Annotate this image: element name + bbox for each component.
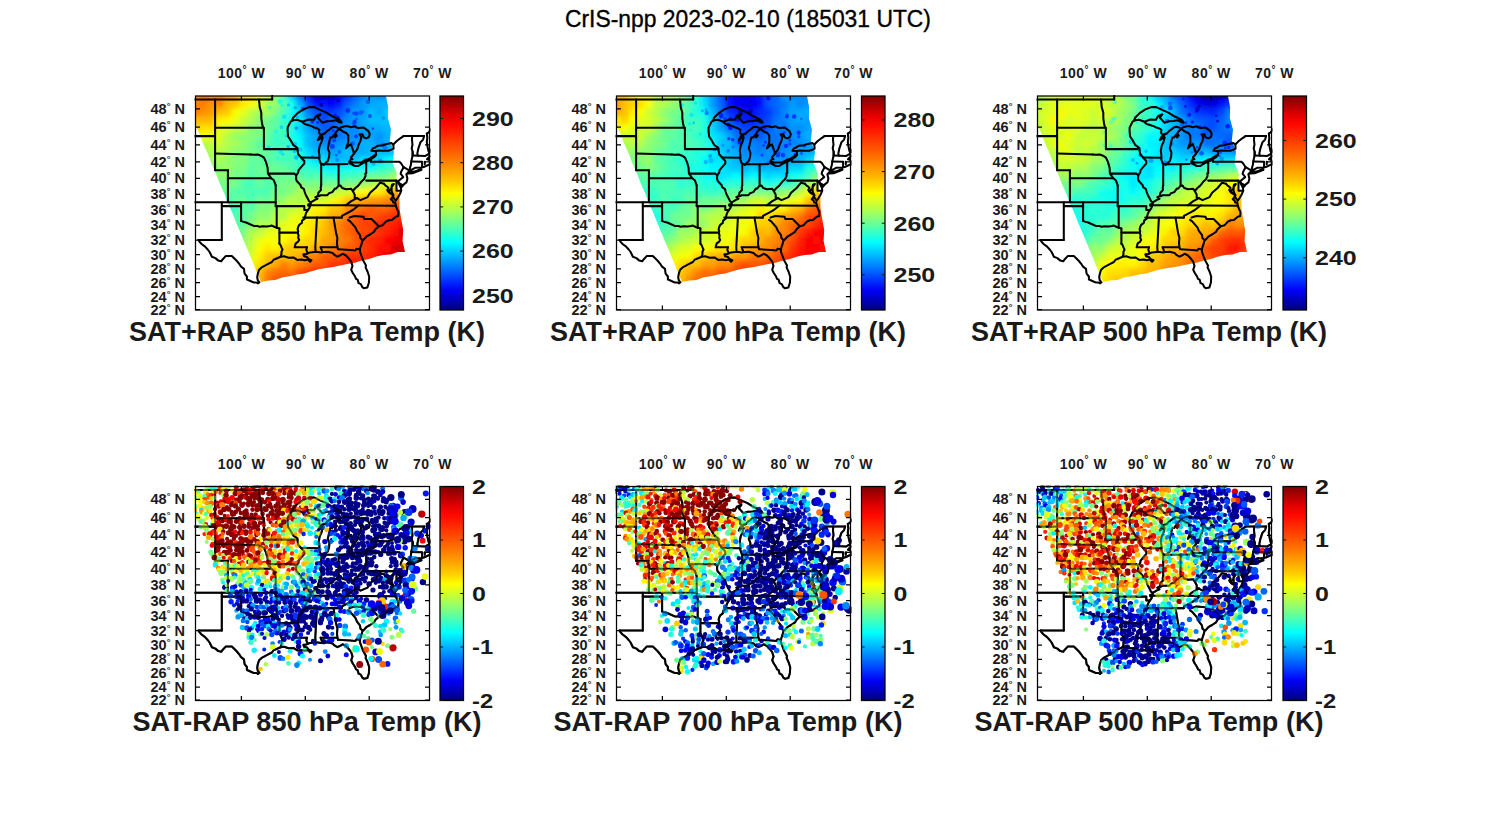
svg-text:100° W: 100° W	[218, 454, 266, 472]
svg-text:0: 0	[894, 583, 908, 605]
svg-text:-1: -1	[472, 636, 493, 658]
svg-text:280: 280	[894, 109, 936, 131]
svg-text:2: 2	[894, 476, 908, 498]
svg-text:2: 2	[472, 476, 486, 498]
svg-text:290: 290	[472, 108, 514, 130]
svg-text:0: 0	[472, 583, 486, 605]
svg-text:260: 260	[1315, 130, 1357, 152]
svg-text:280: 280	[472, 152, 514, 174]
svg-text:250: 250	[894, 264, 936, 286]
svg-text:SAT-RAP 700 hPa Temp (K): SAT-RAP 700 hPa Temp (K)	[554, 707, 903, 737]
svg-text:100° W: 100° W	[639, 454, 687, 472]
svg-text:240: 240	[1315, 247, 1357, 269]
svg-text:2: 2	[1315, 476, 1329, 498]
svg-text:1: 1	[894, 529, 908, 551]
svg-text:SAT+RAP 850 hPa Temp (K): SAT+RAP 850 hPa Temp (K)	[129, 317, 485, 347]
svg-text:250: 250	[472, 285, 514, 307]
svg-text:270: 270	[472, 196, 514, 218]
svg-text:SAT-RAP 850 hPa Temp (K): SAT-RAP 850 hPa Temp (K)	[133, 707, 482, 737]
svg-text:100° W: 100° W	[639, 64, 687, 82]
svg-text:100° W: 100° W	[1060, 454, 1108, 472]
svg-text:SAT-RAP 500 hPa Temp (K): SAT-RAP 500 hPa Temp (K)	[975, 707, 1324, 737]
svg-text:100° W: 100° W	[1060, 64, 1108, 82]
svg-text:250: 250	[1315, 188, 1357, 210]
svg-text:0: 0	[1315, 583, 1329, 605]
svg-text:-1: -1	[1315, 636, 1336, 658]
svg-text:CrIS-npp 2023-02-10 (185031 UT: CrIS-npp 2023-02-10 (185031 UTC)	[565, 6, 931, 32]
svg-text:270: 270	[894, 161, 936, 183]
svg-text:SAT+RAP 700 hPa Temp (K): SAT+RAP 700 hPa Temp (K)	[550, 317, 906, 347]
svg-text:260: 260	[472, 240, 514, 262]
svg-text:-1: -1	[894, 636, 915, 658]
svg-text:100° W: 100° W	[218, 64, 266, 82]
svg-text:1: 1	[472, 529, 486, 551]
svg-text:SAT+RAP 500 hPa Temp (K): SAT+RAP 500 hPa Temp (K)	[971, 317, 1327, 347]
svg-text:260: 260	[894, 213, 936, 235]
svg-text:1: 1	[1315, 529, 1329, 551]
